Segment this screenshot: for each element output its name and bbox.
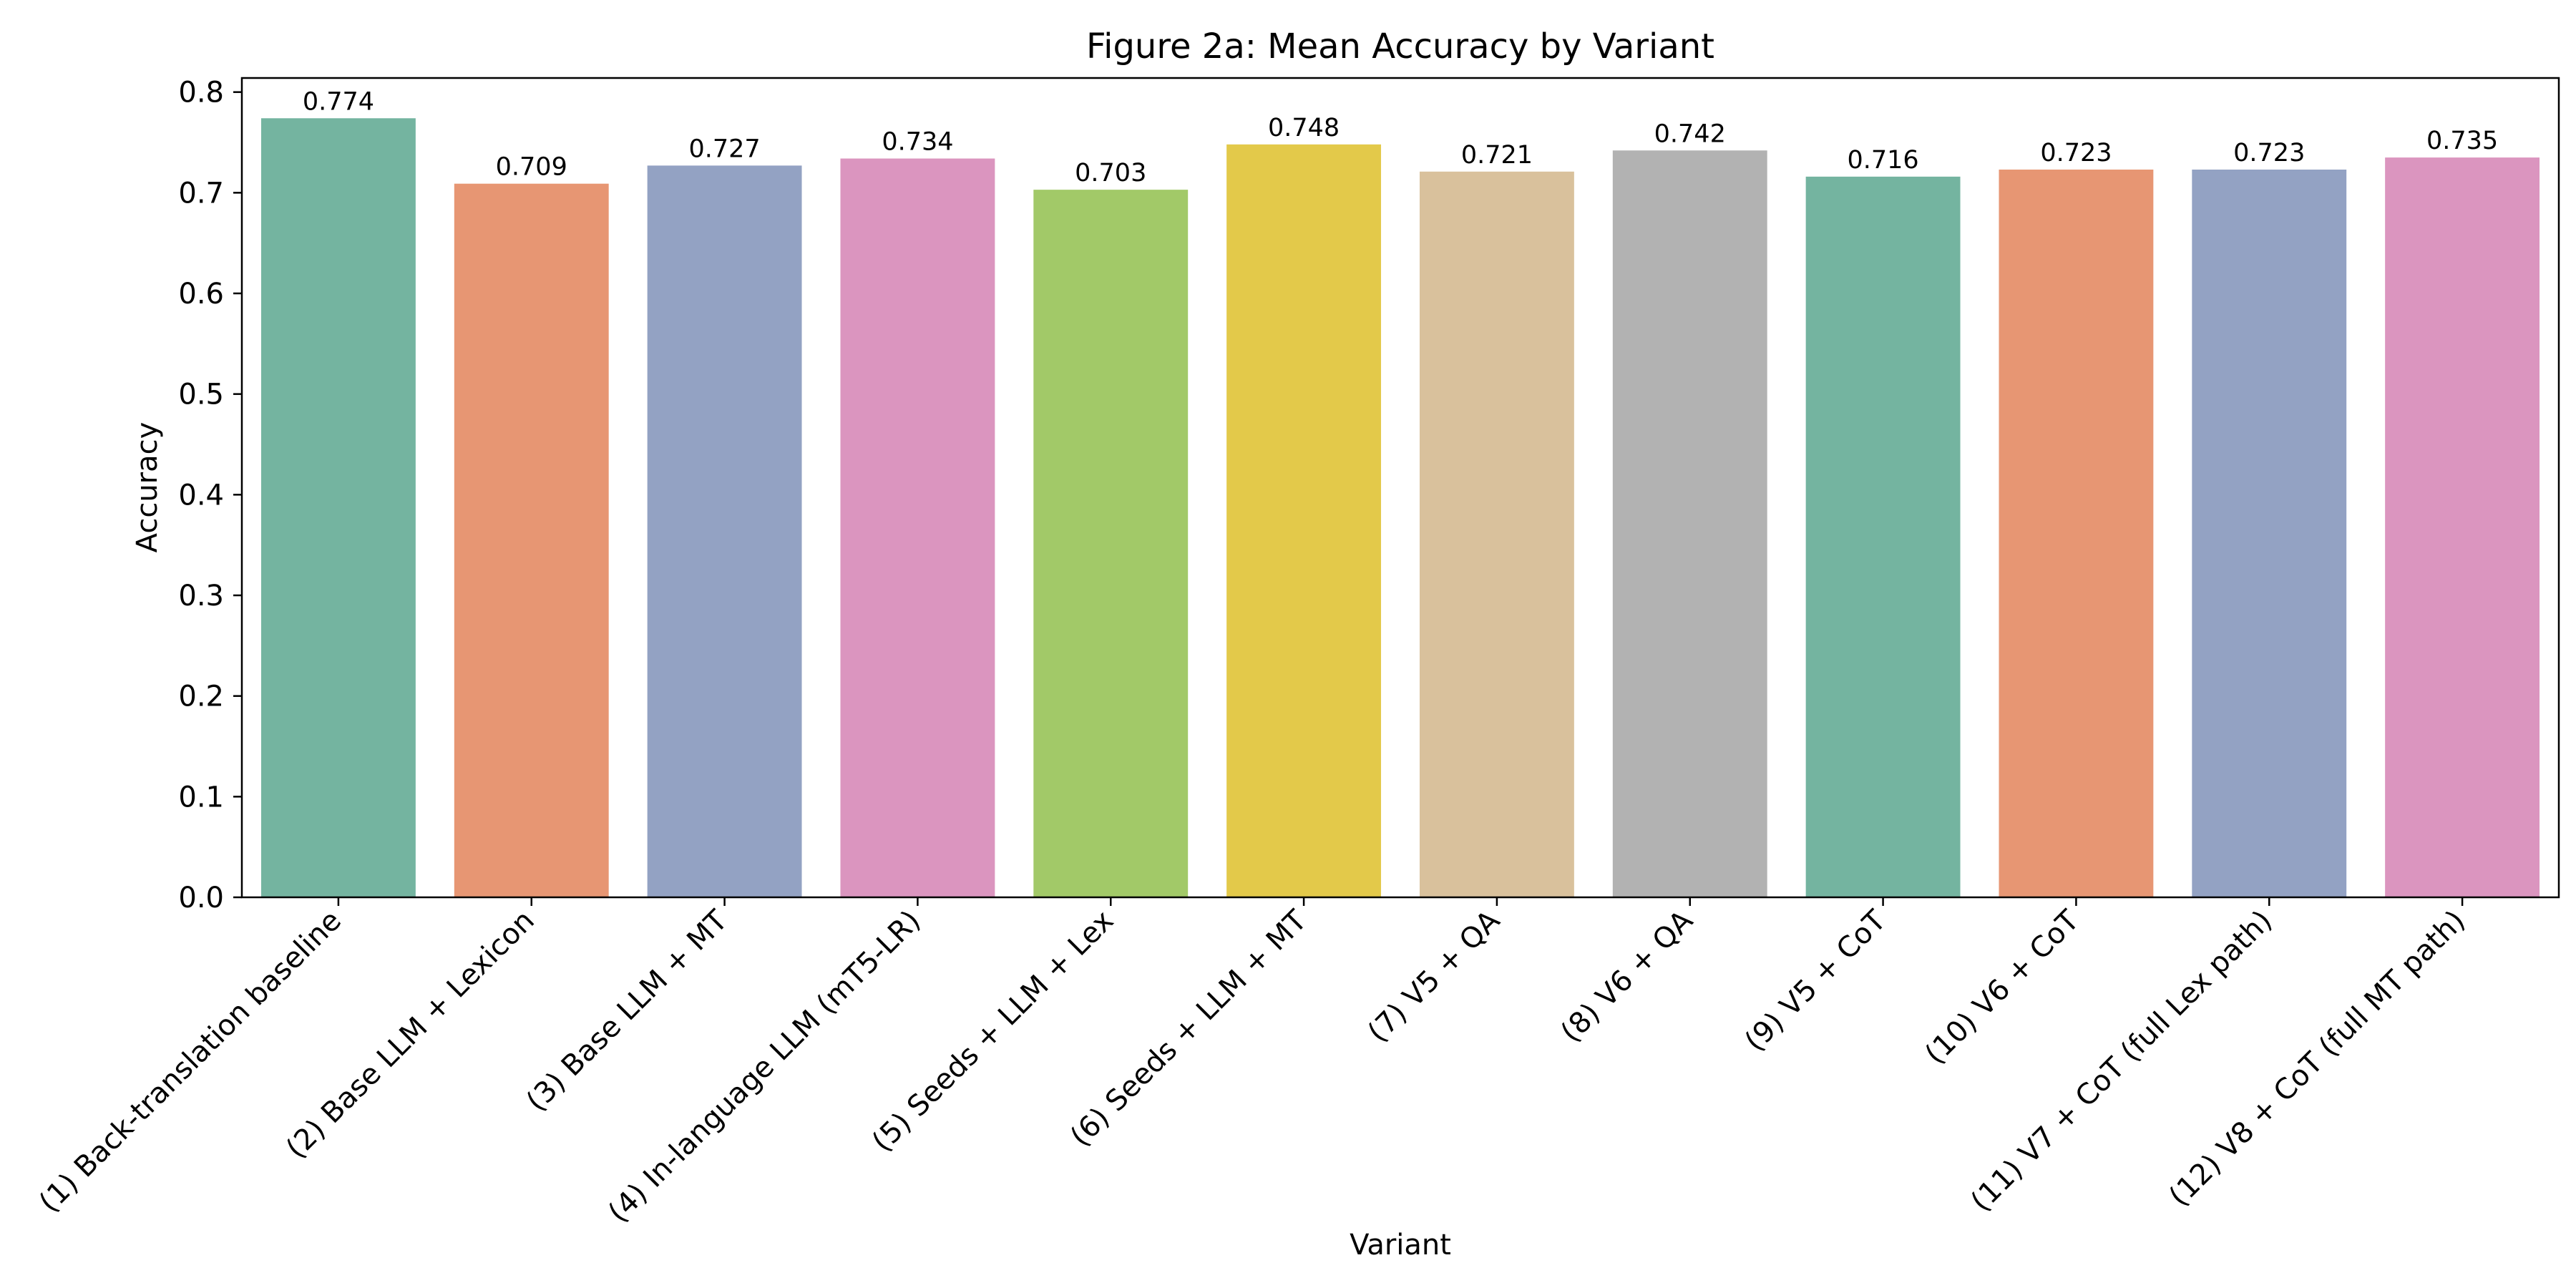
y-tick-label-5: 0.5 bbox=[178, 379, 224, 411]
value-labels-layer: 0.774 0.709 0.727 0.734 0.703 0.748 0.721 0.742… bbox=[303, 87, 2498, 187]
bar-1 bbox=[260, 118, 416, 897]
bar-value-label-5: 0.703 bbox=[1075, 159, 1146, 187]
bar-value-label-10: 0.723 bbox=[2040, 139, 2112, 167]
bar-11 bbox=[2192, 170, 2347, 898]
y-axis-label: Accuracy bbox=[131, 422, 164, 553]
bar-value-label-9: 0.716 bbox=[1847, 146, 1918, 175]
bar-4 bbox=[840, 158, 995, 897]
x-tick-label-10: (10) V6 + CoT bbox=[1919, 904, 2086, 1070]
x-tick-label-8: (8) V6 + QA bbox=[1555, 904, 1700, 1049]
bar-value-label-1: 0.774 bbox=[303, 87, 374, 116]
plot-frame bbox=[240, 77, 2560, 899]
y-tick-label-2: 0.2 bbox=[178, 680, 224, 713]
bar-value-label-11: 0.723 bbox=[2233, 139, 2305, 167]
y-tick-label-1: 0.1 bbox=[178, 781, 224, 814]
y-tick-label-4: 0.4 bbox=[178, 479, 224, 512]
x-tick-label-7: (7) V5 + QA bbox=[1362, 904, 1507, 1049]
bar-2 bbox=[454, 183, 609, 898]
y-tick-label-8: 0.8 bbox=[178, 77, 224, 109]
x-tick-label-1: (1) Back-translation baseline bbox=[33, 904, 348, 1219]
x-axis-label: Variant bbox=[1350, 1229, 1451, 1262]
bar-3 bbox=[647, 165, 802, 898]
bar-value-label-6: 0.748 bbox=[1268, 114, 1340, 142]
bar-value-label-4: 0.734 bbox=[882, 128, 953, 157]
x-tick-label-4: (4) In-language LLM (mT5-LR) bbox=[602, 904, 927, 1229]
x-tick-label-3: (3) Base LLM + MT bbox=[520, 904, 734, 1118]
bar-value-label-7: 0.721 bbox=[1461, 141, 1533, 170]
x-tick-label-11: (11) V7 + CoT (full Lex path) bbox=[1965, 904, 2279, 1219]
x-tick-label-9: (9) V5 + CoT bbox=[1739, 904, 1893, 1058]
bars-layer bbox=[260, 118, 2540, 898]
bar-10 bbox=[1999, 170, 2154, 898]
y-tick-label-0: 0.0 bbox=[178, 882, 224, 914]
bar-9 bbox=[1805, 176, 1961, 898]
bar-value-label-2: 0.709 bbox=[496, 153, 567, 182]
y-axis: 0.0 0.1 0.2 0.3 0.4 0.5 0.6 0.7 0.8 bbox=[178, 77, 242, 914]
bar-7 bbox=[1419, 171, 1574, 897]
bar-value-label-8: 0.742 bbox=[1654, 119, 1726, 148]
y-tick-label-7: 0.7 bbox=[178, 177, 224, 210]
bar-6 bbox=[1226, 144, 1382, 897]
bar-8 bbox=[1612, 150, 1767, 898]
chart-title: Figure 2a: Mean Accuracy by Variant bbox=[1086, 26, 1714, 67]
bar-value-label-12: 0.735 bbox=[2426, 127, 2498, 155]
y-tick-label-3: 0.3 bbox=[178, 580, 224, 613]
bar-5 bbox=[1033, 190, 1189, 897]
y-tick-label-6: 0.6 bbox=[178, 278, 224, 311]
bar-value-label-3: 0.727 bbox=[688, 135, 760, 163]
bar-12 bbox=[2385, 157, 2540, 898]
x-axis: (1) Back-translation baseline(2) Base LL… bbox=[33, 897, 2472, 1229]
